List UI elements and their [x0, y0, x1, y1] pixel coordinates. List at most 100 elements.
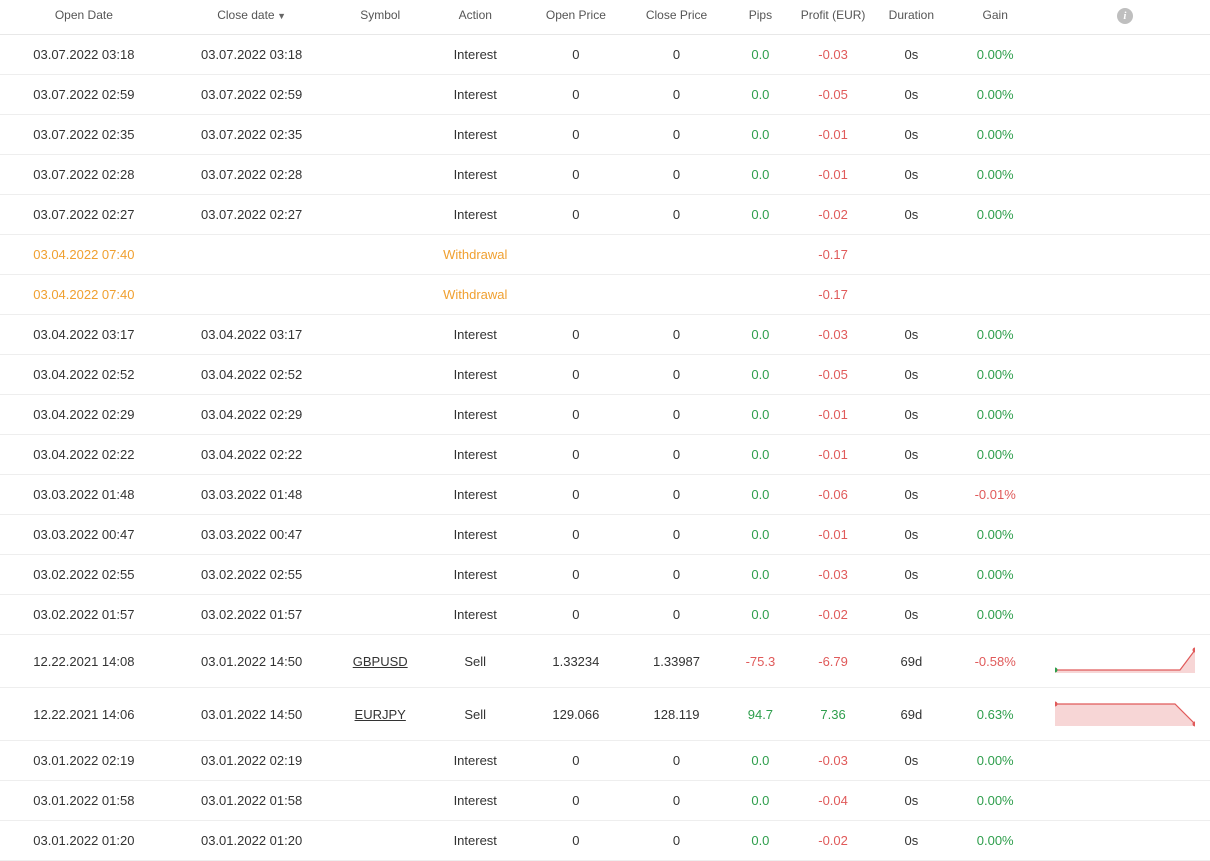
- cell-profit: -0.02: [794, 595, 872, 635]
- cell-profit: -0.02: [794, 195, 872, 235]
- table-row[interactable]: 03.04.2022 02:2203.04.2022 02:22Interest…: [0, 435, 1210, 475]
- cell-close_price: 0: [626, 515, 727, 555]
- table-row[interactable]: 03.04.2022 02:5203.04.2022 02:52Interest…: [0, 355, 1210, 395]
- col-header-pips[interactable]: Pips: [727, 0, 794, 35]
- table-row[interactable]: 12.22.2021 14:0803.01.2022 14:50GBPUSDSe…: [0, 635, 1210, 688]
- cell-close_price: 0: [626, 781, 727, 821]
- table-row[interactable]: 03.07.2022 02:2703.07.2022 02:27Interest…: [0, 195, 1210, 235]
- table-row[interactable]: 03.01.2022 01:5803.01.2022 01:58Interest…: [0, 781, 1210, 821]
- table-row[interactable]: 03.07.2022 02:3503.07.2022 02:35Interest…: [0, 115, 1210, 155]
- cell-gain: 0.00%: [950, 555, 1039, 595]
- cell-close_price: 0: [626, 475, 727, 515]
- col-header-open_date[interactable]: Open Date: [0, 0, 168, 35]
- cell-chart: [1040, 395, 1210, 435]
- cell-duration: 0s: [872, 515, 950, 555]
- table-row[interactable]: 03.02.2022 02:5503.02.2022 02:55Interest…: [0, 555, 1210, 595]
- col-header-action[interactable]: Action: [425, 0, 526, 35]
- cell-close_price: 0: [626, 435, 727, 475]
- cell-chart: [1040, 515, 1210, 555]
- table-row[interactable]: 03.04.2022 07:40Withdrawal-0.17: [0, 235, 1210, 275]
- cell-close_price: [626, 235, 727, 275]
- cell-chart: [1040, 115, 1210, 155]
- col-header-gain[interactable]: Gain: [950, 0, 1039, 35]
- cell-open_price: 0: [526, 115, 627, 155]
- table-row[interactable]: 03.03.2022 00:4703.03.2022 00:47Interest…: [0, 515, 1210, 555]
- cell-action: Interest: [425, 741, 526, 781]
- table-row[interactable]: 03.01.2022 02:1903.01.2022 02:19Interest…: [0, 741, 1210, 781]
- cell-open_date: 03.04.2022 07:40: [0, 235, 168, 275]
- cell-open_date: 03.04.2022 07:40: [0, 275, 168, 315]
- table-row[interactable]: 03.03.2022 01:4803.03.2022 01:48Interest…: [0, 475, 1210, 515]
- cell-close_date: 03.07.2022 02:35: [168, 115, 336, 155]
- cell-profit: -0.03: [794, 315, 872, 355]
- cell-profit: -0.06: [794, 475, 872, 515]
- cell-gain: 0.00%: [950, 355, 1039, 395]
- col-header-profit[interactable]: Profit (EUR): [794, 0, 872, 35]
- cell-chart: [1040, 781, 1210, 821]
- cell-chart: [1040, 35, 1210, 75]
- cell-close_price: 0: [626, 741, 727, 781]
- cell-open_price: 0: [526, 155, 627, 195]
- col-header-symbol[interactable]: Symbol: [335, 0, 424, 35]
- table-row[interactable]: 03.07.2022 02:5903.07.2022 02:59Interest…: [0, 75, 1210, 115]
- cell-gain: -0.58%: [950, 635, 1039, 688]
- table-row[interactable]: 03.04.2022 02:2903.04.2022 02:29Interest…: [0, 395, 1210, 435]
- cell-open_price: 0: [526, 821, 627, 861]
- cell-duration: 0s: [872, 435, 950, 475]
- col-header-close_price[interactable]: Close Price: [626, 0, 727, 35]
- cell-profit: -0.17: [794, 235, 872, 275]
- cell-pips: 0.0: [727, 741, 794, 781]
- cell-open_date: 03.07.2022 03:18: [0, 35, 168, 75]
- cell-open_date: 03.02.2022 01:57: [0, 595, 168, 635]
- cell-symbol: [335, 195, 424, 235]
- cell-pips: 94.7: [727, 688, 794, 741]
- table-row[interactable]: 03.04.2022 03:1703.04.2022 03:17Interest…: [0, 315, 1210, 355]
- cell-open_price: [526, 275, 627, 315]
- cell-chart: [1040, 435, 1210, 475]
- col-header-open_price[interactable]: Open Price: [526, 0, 627, 35]
- symbol-link[interactable]: EURJPY: [355, 707, 406, 722]
- table-row[interactable]: 03.07.2022 02:2803.07.2022 02:28Interest…: [0, 155, 1210, 195]
- cell-pips: -75.3: [727, 635, 794, 688]
- cell-close_date: 03.02.2022 02:55: [168, 555, 336, 595]
- table-row[interactable]: 03.04.2022 07:40Withdrawal-0.17: [0, 275, 1210, 315]
- cell-chart: [1040, 821, 1210, 861]
- cell-open_date: 12.22.2021 14:06: [0, 688, 168, 741]
- col-header-duration[interactable]: Duration: [872, 0, 950, 35]
- cell-close_date: 03.01.2022 02:19: [168, 741, 336, 781]
- cell-pips: 0.0: [727, 75, 794, 115]
- cell-duration: 0s: [872, 741, 950, 781]
- cell-close_date: 03.02.2022 01:57: [168, 595, 336, 635]
- table-row[interactable]: 03.01.2022 01:2003.01.2022 01:20Interest…: [0, 821, 1210, 861]
- cell-open_price: 0: [526, 515, 627, 555]
- cell-symbol: [335, 235, 424, 275]
- col-header-close_date[interactable]: Close date: [168, 0, 336, 35]
- cell-profit: -0.01: [794, 515, 872, 555]
- cell-duration: 0s: [872, 475, 950, 515]
- cell-pips: 0.0: [727, 315, 794, 355]
- cell-action: Interest: [425, 355, 526, 395]
- cell-close_price: 128.119: [626, 688, 727, 741]
- cell-profit: -0.17: [794, 275, 872, 315]
- cell-profit: -0.04: [794, 781, 872, 821]
- cell-symbol: [335, 595, 424, 635]
- cell-symbol: [335, 115, 424, 155]
- cell-duration: 0s: [872, 315, 950, 355]
- cell-duration: 0s: [872, 555, 950, 595]
- cell-open_price: 0: [526, 195, 627, 235]
- cell-gain: 0.00%: [950, 75, 1039, 115]
- table-row[interactable]: 12.22.2021 14:0603.01.2022 14:50EURJPYSe…: [0, 688, 1210, 741]
- col-header-chart[interactable]: i: [1040, 0, 1210, 35]
- symbol-link[interactable]: GBPUSD: [353, 654, 408, 669]
- info-icon[interactable]: i: [1117, 8, 1133, 24]
- cell-gain: 0.00%: [950, 315, 1039, 355]
- cell-gain: 0.00%: [950, 35, 1039, 75]
- table-row[interactable]: 03.02.2022 01:5703.02.2022 01:57Interest…: [0, 595, 1210, 635]
- cell-gain: 0.00%: [950, 115, 1039, 155]
- table-row[interactable]: 03.07.2022 03:1803.07.2022 03:18Interest…: [0, 35, 1210, 75]
- cell-action: Interest: [425, 475, 526, 515]
- cell-open_price: 1.33234: [526, 635, 627, 688]
- cell-profit: -0.03: [794, 555, 872, 595]
- cell-profit: -0.05: [794, 75, 872, 115]
- cell-close_price: [626, 275, 727, 315]
